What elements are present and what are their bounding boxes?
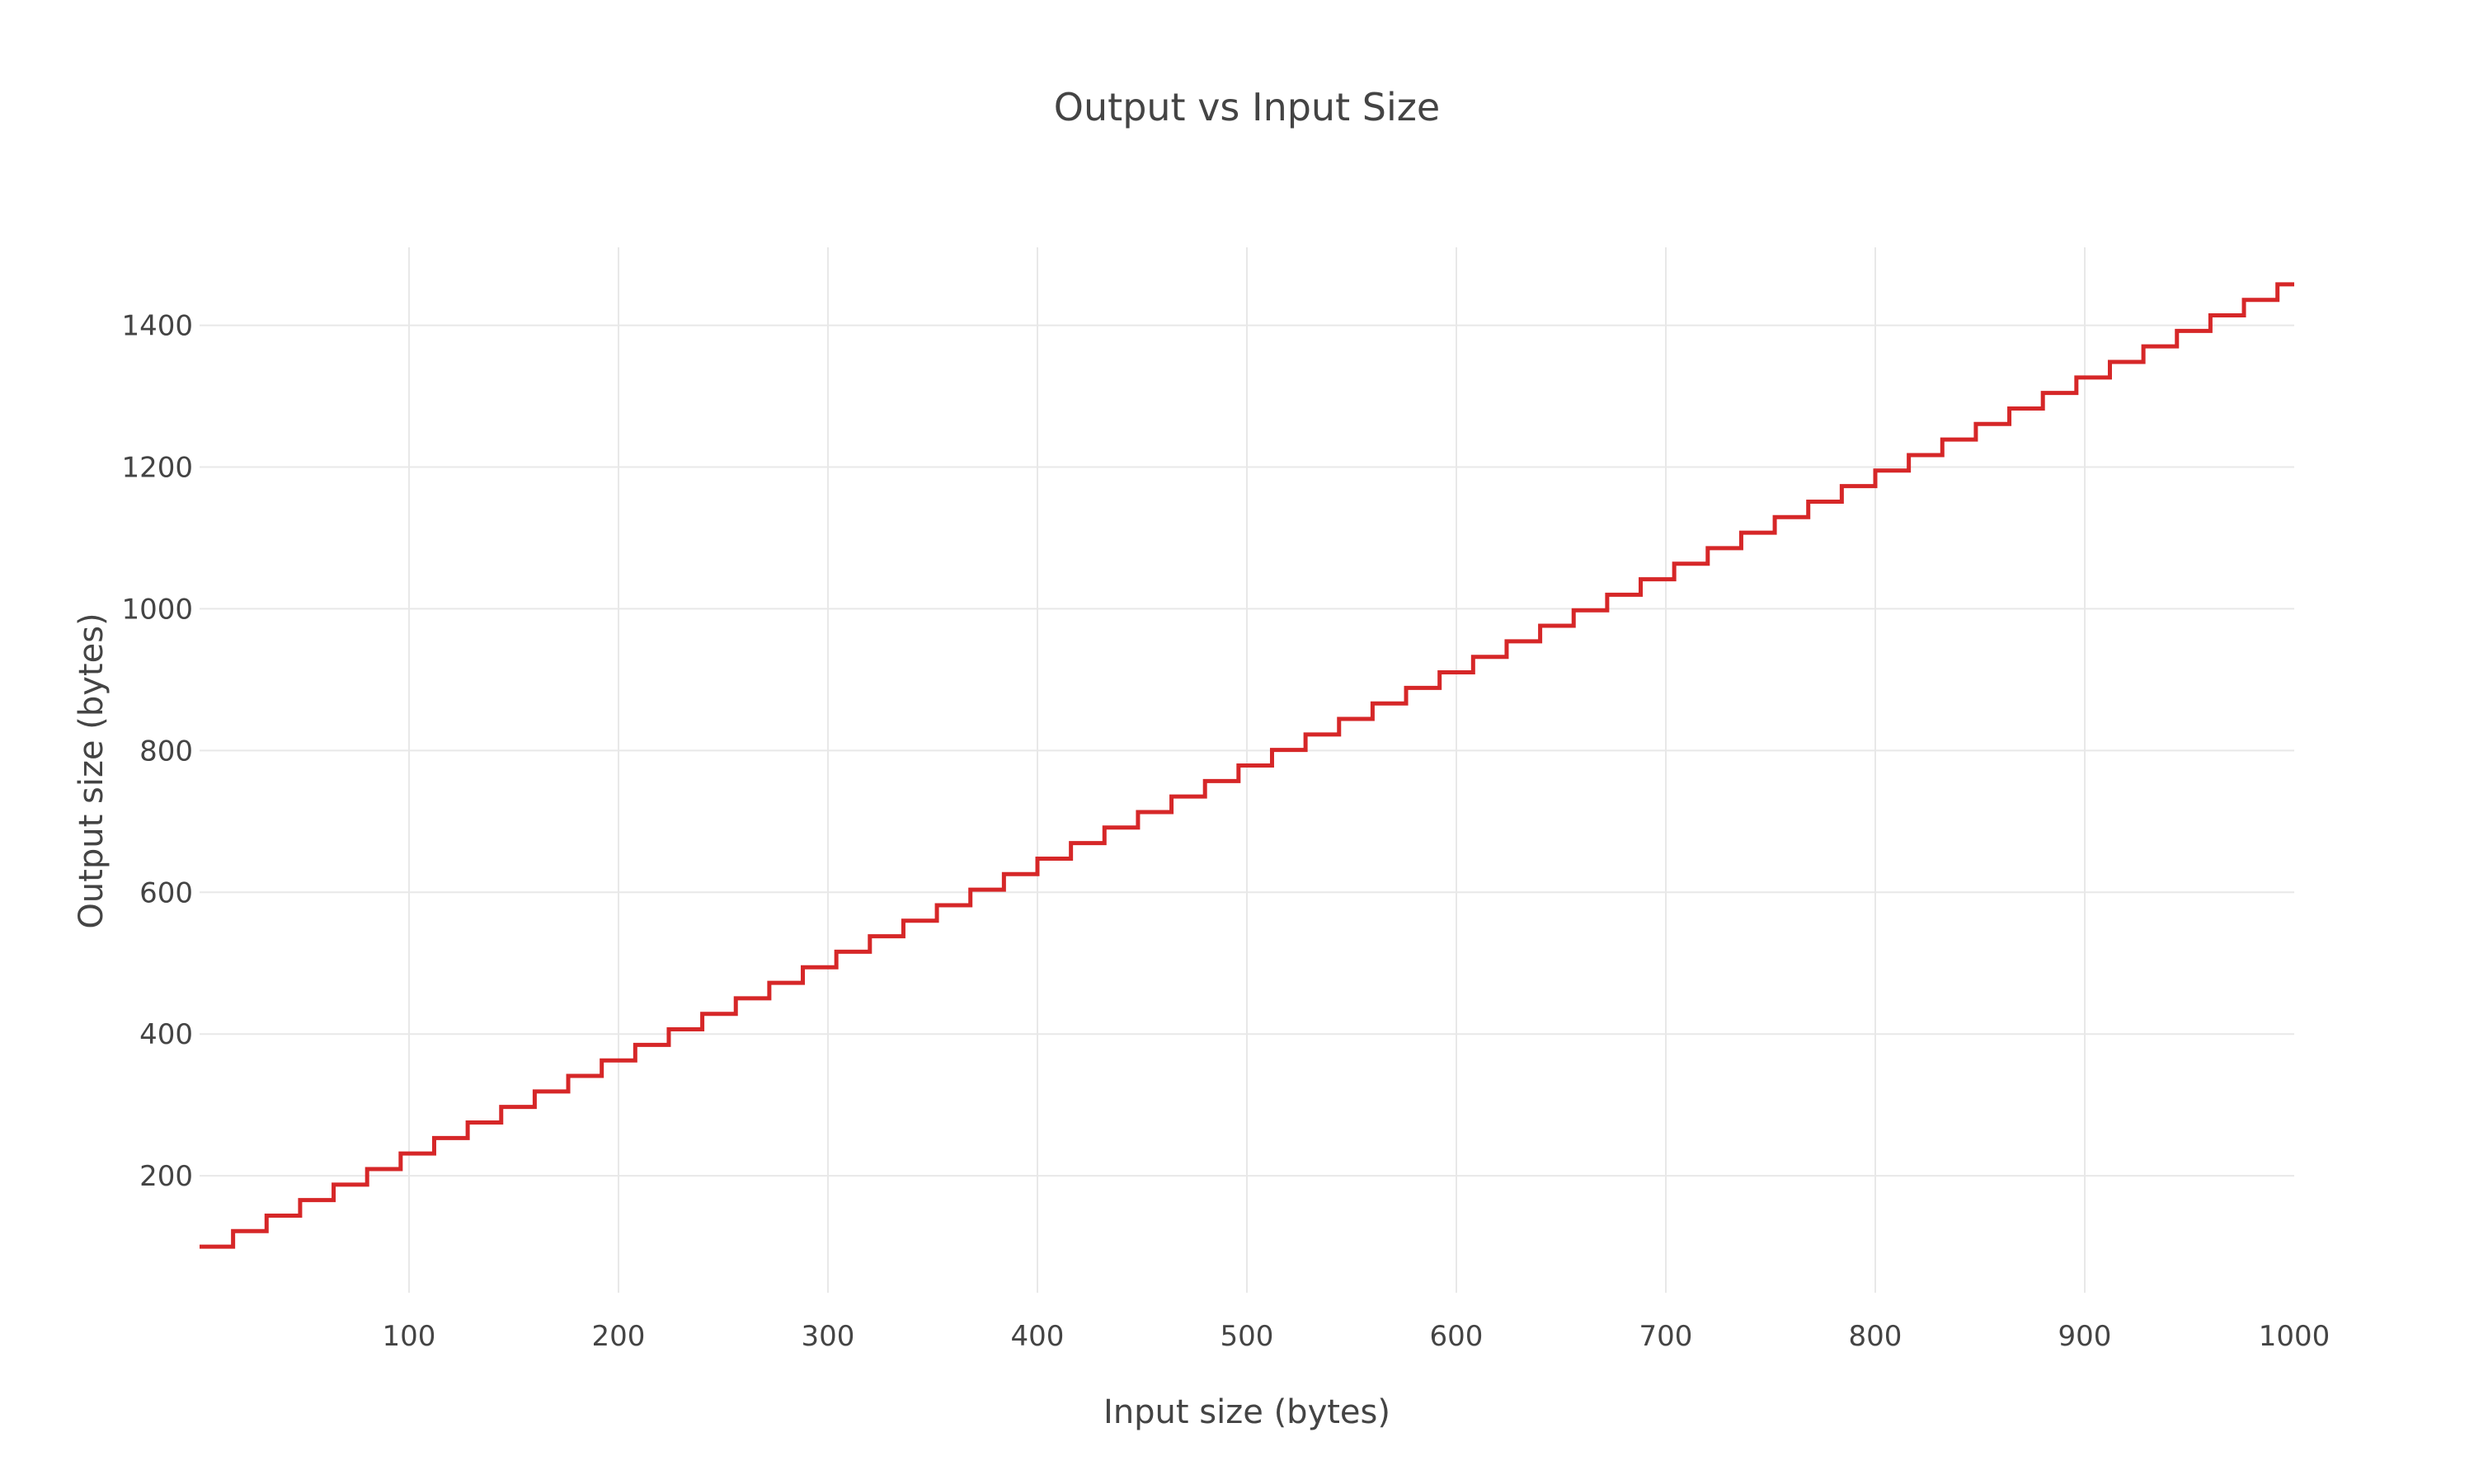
y-tick-labels: 200 400 600 800 1000 1200 1400 <box>121 310 193 1194</box>
y-tick-label-200: 200 <box>139 1160 193 1193</box>
x-gridlines <box>408 247 2086 1293</box>
x-tick-label-200: 200 <box>592 1320 646 1353</box>
y-tick-label-1200: 1200 <box>121 451 193 484</box>
x-tick-label-600: 600 <box>1430 1320 1484 1353</box>
y-tick-label-800: 800 <box>139 735 193 768</box>
x-tick-label-500: 500 <box>1221 1320 1274 1353</box>
x-tick-label-100: 100 <box>383 1320 436 1353</box>
y-tick-label-600: 600 <box>139 876 193 909</box>
y-gridlines <box>200 324 2294 1177</box>
series-line-0 <box>200 282 2294 1249</box>
x-tick-label-900: 900 <box>2058 1320 2112 1353</box>
y-tick-label-1400: 1400 <box>121 310 193 343</box>
y-tick-label-400: 400 <box>139 1018 193 1051</box>
chart-title: Output vs Input Size <box>1054 85 1440 129</box>
series-layer <box>200 282 2294 1249</box>
y-axis-title: Output size (bytes) <box>73 613 111 928</box>
x-tick-label-800: 800 <box>1849 1320 1903 1353</box>
x-tick-label-1000: 1000 <box>2259 1320 2331 1353</box>
x-axis-title: Input size (bytes) <box>1103 1393 1390 1431</box>
y-tick-label-1000: 1000 <box>121 593 193 626</box>
x-tick-labels: 100 200 300 400 500 600 700 800 900 1000 <box>383 1320 2331 1353</box>
x-tick-label-300: 300 <box>802 1320 855 1353</box>
x-tick-label-700: 700 <box>1639 1320 1693 1353</box>
x-tick-label-400: 400 <box>1011 1320 1065 1353</box>
